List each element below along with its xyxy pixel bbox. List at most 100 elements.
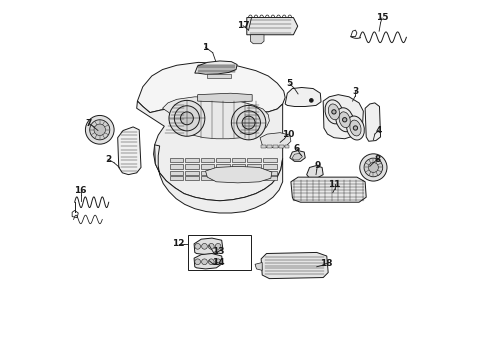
Text: 3: 3: [352, 86, 359, 95]
Polygon shape: [263, 176, 276, 180]
Polygon shape: [285, 87, 321, 107]
Polygon shape: [247, 171, 261, 175]
Polygon shape: [185, 176, 199, 180]
Polygon shape: [307, 166, 323, 178]
Polygon shape: [268, 145, 272, 148]
Polygon shape: [232, 164, 245, 168]
Polygon shape: [261, 252, 328, 279]
Polygon shape: [365, 103, 381, 141]
Polygon shape: [155, 145, 283, 213]
Ellipse shape: [325, 100, 343, 124]
Polygon shape: [201, 164, 215, 168]
Polygon shape: [216, 158, 230, 162]
Ellipse shape: [339, 112, 350, 128]
Text: 13: 13: [212, 247, 224, 256]
Polygon shape: [247, 158, 261, 162]
Text: 4: 4: [375, 126, 382, 135]
Circle shape: [231, 105, 266, 140]
Circle shape: [174, 106, 199, 131]
Polygon shape: [279, 145, 284, 148]
Polygon shape: [205, 166, 272, 183]
Polygon shape: [195, 61, 237, 74]
Text: 17: 17: [237, 21, 249, 30]
Circle shape: [201, 259, 207, 265]
Circle shape: [360, 154, 387, 181]
Circle shape: [237, 111, 260, 134]
Polygon shape: [170, 171, 183, 175]
Polygon shape: [290, 150, 305, 161]
Polygon shape: [255, 262, 262, 270]
Polygon shape: [232, 176, 245, 180]
Polygon shape: [273, 145, 278, 148]
Polygon shape: [285, 145, 290, 148]
Polygon shape: [194, 253, 223, 269]
Polygon shape: [247, 164, 261, 168]
Polygon shape: [185, 171, 199, 175]
Polygon shape: [247, 18, 298, 35]
Ellipse shape: [336, 108, 354, 132]
Polygon shape: [263, 164, 276, 168]
Polygon shape: [291, 177, 366, 202]
Circle shape: [85, 116, 114, 144]
Ellipse shape: [328, 104, 340, 120]
Circle shape: [215, 243, 221, 249]
Polygon shape: [216, 171, 230, 175]
Polygon shape: [185, 164, 199, 168]
Ellipse shape: [346, 116, 365, 140]
Circle shape: [195, 243, 200, 249]
Polygon shape: [207, 74, 231, 78]
Text: 8: 8: [374, 155, 381, 164]
Polygon shape: [197, 93, 252, 103]
Text: 14: 14: [212, 258, 224, 267]
Polygon shape: [232, 158, 245, 162]
Polygon shape: [170, 158, 183, 162]
Polygon shape: [263, 171, 276, 175]
Text: 1: 1: [202, 43, 209, 52]
Polygon shape: [170, 164, 183, 168]
Circle shape: [208, 243, 214, 249]
Circle shape: [368, 162, 378, 172]
Polygon shape: [232, 171, 245, 175]
Text: 15: 15: [376, 13, 388, 22]
Circle shape: [90, 120, 110, 140]
Text: 5: 5: [287, 80, 293, 89]
Circle shape: [215, 259, 221, 265]
Polygon shape: [260, 133, 291, 148]
Text: 12: 12: [172, 239, 185, 248]
Circle shape: [242, 116, 255, 129]
Text: 7: 7: [86, 119, 92, 128]
Polygon shape: [185, 158, 199, 162]
Polygon shape: [262, 145, 266, 148]
Circle shape: [180, 112, 194, 125]
Text: 2: 2: [105, 155, 111, 164]
Circle shape: [343, 118, 347, 122]
Circle shape: [201, 243, 207, 249]
Circle shape: [353, 126, 358, 130]
Text: 18: 18: [320, 259, 333, 268]
Polygon shape: [118, 127, 141, 175]
Ellipse shape: [350, 120, 361, 136]
Circle shape: [208, 259, 214, 265]
Polygon shape: [201, 158, 215, 162]
Circle shape: [169, 100, 205, 136]
Polygon shape: [201, 176, 215, 180]
Text: 10: 10: [282, 130, 294, 139]
Polygon shape: [293, 153, 302, 160]
Polygon shape: [250, 35, 264, 44]
Polygon shape: [216, 164, 230, 168]
Circle shape: [94, 124, 105, 135]
Polygon shape: [137, 62, 285, 113]
Polygon shape: [170, 176, 183, 180]
Text: 16: 16: [74, 186, 87, 195]
Text: 9: 9: [314, 161, 320, 170]
Polygon shape: [216, 176, 230, 180]
Circle shape: [195, 259, 200, 265]
Text: 6: 6: [294, 144, 300, 153]
Circle shape: [332, 110, 336, 114]
Polygon shape: [194, 238, 223, 255]
Text: 11: 11: [328, 180, 341, 189]
Polygon shape: [201, 171, 215, 175]
Polygon shape: [163, 97, 270, 139]
Polygon shape: [137, 101, 283, 201]
Polygon shape: [247, 176, 261, 180]
